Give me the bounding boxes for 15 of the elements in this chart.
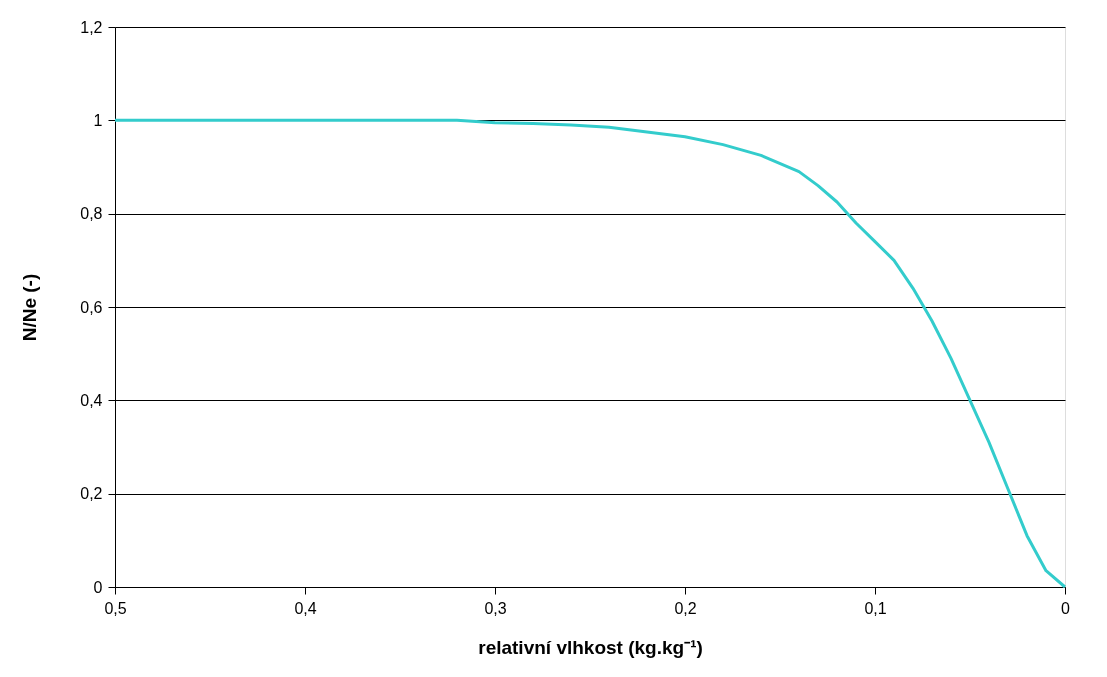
y-tick-label: 0,2 [80, 485, 103, 503]
y-tick-label: 0,6 [80, 298, 103, 316]
x-tick-label: 0,4 [294, 599, 317, 617]
y-tick-label: 0,4 [80, 391, 103, 409]
y-axis-title: N/Ne (-) [19, 273, 41, 342]
y-tick-label: 1,2 [80, 18, 103, 36]
x-axis-title: relativní vlhkost (kg.kg⁻¹) [478, 636, 703, 658]
x-tick-label: 0,2 [674, 599, 697, 617]
x-tick-label: 0,3 [484, 599, 507, 617]
x-tick-label: 0,5 [104, 599, 127, 617]
x-tick-label: 0,1 [864, 599, 887, 617]
y-tick-label: 0,8 [80, 205, 103, 223]
y-tick-label: 0 [93, 578, 103, 596]
x-tick-label: 0 [1061, 599, 1071, 617]
y-tick-label: 1 [93, 111, 103, 129]
